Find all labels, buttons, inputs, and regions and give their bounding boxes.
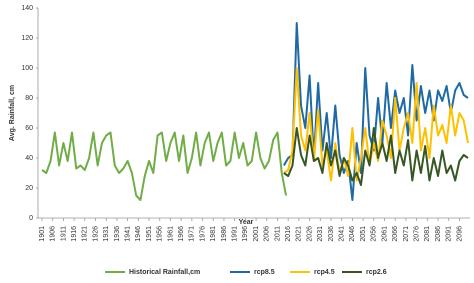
x-tick-label: 2016: [285, 226, 292, 242]
x-tick-label: 2041: [339, 226, 346, 242]
y-tick-label: 0: [29, 215, 33, 222]
legend-label: Historical Rainfall,cm: [129, 269, 200, 276]
x-tick-label: 1951: [146, 226, 153, 242]
x-tick-label: 2036: [328, 226, 335, 242]
y-axis-title: Avg. Rainfall, cm: [9, 85, 16, 141]
x-tick-label: 1906: [50, 226, 57, 242]
x-tick-label: 1921: [82, 226, 89, 242]
x-tick-label: 2006: [264, 226, 271, 242]
x-tick-label: 2001: [253, 226, 260, 242]
x-tick-label: 1941: [124, 226, 131, 242]
x-tick-label: 1946: [135, 226, 142, 242]
y-tick-label: 80: [25, 95, 33, 102]
series-line: [283, 127, 469, 186]
x-tick-label: 1981: [210, 226, 217, 242]
x-tick-label: 1901: [39, 226, 46, 242]
x-tick-label: 2051: [360, 226, 367, 242]
x-tick-label: 2081: [424, 226, 431, 242]
x-tick-label: 2086: [435, 226, 442, 242]
x-tick-label: 2096: [456, 226, 463, 242]
y-tick-label: 140: [21, 5, 33, 12]
series-line: [283, 67, 469, 182]
x-tick-label: 1996: [242, 226, 249, 242]
x-tick-label: 2056: [371, 226, 378, 242]
y-tick-label: 20: [25, 185, 33, 192]
y-tick-label: 60: [25, 125, 33, 132]
x-tick-label: 2031: [317, 226, 324, 242]
series-line: [283, 22, 469, 201]
x-tick-label: 1961: [167, 226, 174, 242]
x-tick-label: 1916: [71, 226, 78, 242]
x-tick-label: 1911: [60, 226, 67, 241]
x-tick-label: 1986: [221, 226, 228, 242]
x-tick-label: 2071: [403, 226, 410, 242]
x-tick-label: 2021: [296, 226, 303, 242]
x-tick-label: 2026: [306, 226, 313, 242]
legend-label: rcp4.5: [314, 269, 335, 276]
legend-label: rcp2.6: [366, 269, 387, 276]
x-tick-label: 1991: [232, 226, 239, 242]
x-tick-label: 1966: [178, 226, 185, 242]
y-tick-label: 120: [21, 35, 33, 42]
x-tick-label: 2011: [274, 226, 281, 241]
x-tick-label: 1956: [157, 226, 164, 242]
x-tick-label: 2091: [446, 226, 453, 242]
y-tick-label: 100: [21, 65, 33, 72]
x-axis-title: Year: [239, 219, 254, 226]
x-tick-label: 1931: [103, 226, 110, 242]
x-tick-label: 2076: [413, 226, 420, 242]
x-tick-label: 1976: [199, 226, 206, 242]
series-line: [41, 131, 288, 201]
x-tick-label: 2046: [349, 226, 356, 242]
y-tick-label: 40: [25, 155, 33, 162]
x-tick-label: 1926: [92, 226, 99, 242]
x-tick-label: 1936: [114, 226, 121, 242]
x-tick-label: 2061: [381, 226, 388, 242]
x-tick-label: 2066: [392, 226, 399, 242]
legend-label: rcp8.5: [254, 269, 275, 276]
x-tick-label: 1971: [189, 226, 196, 242]
